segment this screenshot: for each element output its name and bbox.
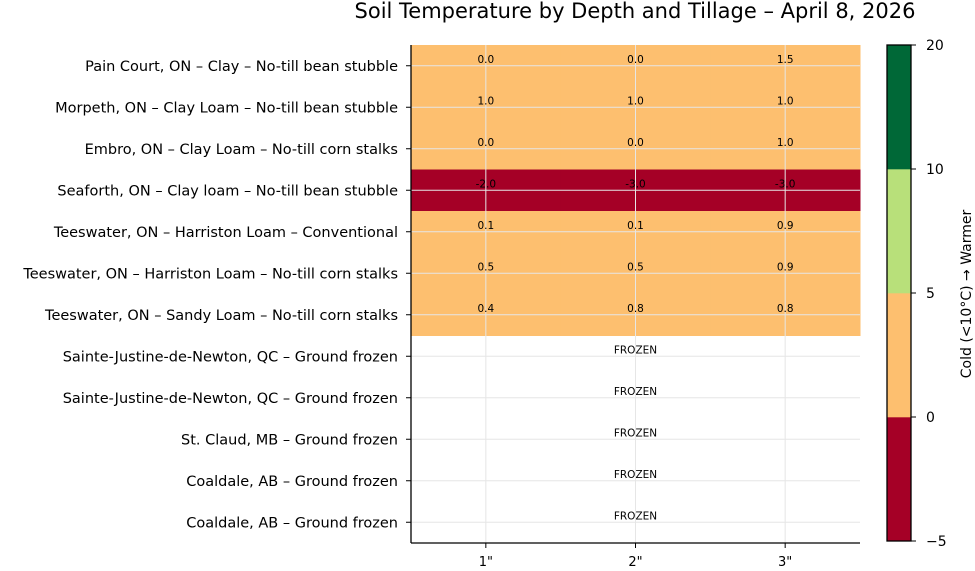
cell-value-label: 0.5 — [477, 261, 494, 273]
colorbar-segment — [887, 417, 911, 542]
frozen-label: FROZEN — [614, 510, 657, 522]
cell-value-label: 0.9 — [777, 261, 794, 273]
column-labels: 1" 2" 3" — [479, 555, 793, 570]
row-label: Sainte-Justine-de-Newton, QC – Ground fr… — [63, 391, 398, 407]
row-label: Coaldale, AB – Ground frozen — [186, 515, 398, 531]
column-label: 1" — [479, 555, 493, 570]
cell-value-label: 0.0 — [477, 137, 494, 149]
row-label: Teeswater, ON – Harriston Loam – No-till… — [22, 266, 398, 282]
row-label: Seaforth, ON – Clay loam – No-till bean … — [57, 183, 398, 199]
column-label: 3" — [778, 555, 792, 570]
row-label: Embro, ON – Clay Loam – No-till corn sta… — [85, 142, 398, 158]
cell-value-label: 0.0 — [627, 54, 644, 66]
colorbar-segment — [887, 169, 911, 294]
cell-value-label: 0.0 — [627, 137, 644, 149]
cell-value-label: -2.0 — [476, 178, 497, 190]
chart-title: Soil Temperature by Depth and Tillage – … — [355, 0, 916, 23]
row-label: St. Claud, MB – Ground frozen — [181, 432, 398, 448]
frozen-label: FROZEN — [614, 386, 657, 398]
grid-lines — [411, 45, 860, 543]
colorbar-tick-label: −5 — [926, 534, 947, 550]
row-label: Sainte-Justine-de-Newton, QC – Ground fr… — [63, 349, 398, 365]
colorbar-segment — [887, 293, 911, 418]
cell-values: 0.0 0.0 1.5 1.0 1.0 1.0 0.0 0.0 1.0 -2.0 -3.0 -3.0 0… — [476, 54, 796, 523]
cell-value-label: 0.8 — [777, 303, 794, 315]
row-label: Teeswater, ON – Harriston Loam – Convent… — [53, 225, 398, 241]
row-labels: Pain Court, ON – Clay – No-till bean stu… — [22, 59, 398, 532]
colorbar-tick-label: 10 — [926, 162, 944, 178]
frozen-label: FROZEN — [614, 469, 657, 481]
row-label: Coaldale, AB – Ground frozen — [186, 474, 398, 490]
column-label: 2" — [628, 555, 642, 570]
colorbar-segment — [887, 45, 911, 170]
cell-value-label: 1.0 — [777, 95, 794, 107]
cell-value-label: -3.0 — [625, 178, 646, 190]
colorbar-tick-label: 20 — [926, 38, 944, 54]
cell-value-label: -3.0 — [775, 178, 796, 190]
row-label: Pain Court, ON – Clay – No-till bean stu… — [85, 59, 398, 75]
colorbar-label: Cold (<10°C) → Warmer — [959, 210, 975, 379]
cell-value-label: 1.5 — [777, 54, 794, 66]
cell-value-label: 0.9 — [777, 220, 794, 232]
colorbar: −5 0 5 10 20 — [886, 38, 947, 550]
frozen-label: FROZEN — [614, 344, 657, 356]
cell-value-label: 0.1 — [477, 220, 494, 232]
row-label: Morpeth, ON – Clay Loam – No-till bean s… — [55, 100, 398, 116]
cell-value-label: 1.0 — [627, 95, 644, 107]
colorbar-tick-label: 0 — [926, 410, 935, 426]
cell-value-label: 0.8 — [627, 303, 644, 315]
cell-value-label: 1.0 — [477, 95, 494, 107]
cell-value-label: 0.5 — [627, 261, 644, 273]
cell-value-label: 0.4 — [477, 303, 494, 315]
cell-value-label: 0.1 — [627, 220, 644, 232]
axes — [406, 45, 860, 548]
frozen-label: FROZEN — [614, 427, 657, 439]
row-label: Teeswater, ON – Sandy Loam – No-till cor… — [44, 308, 398, 324]
cell-value-label: 1.0 — [777, 137, 794, 149]
cell-value-label: 0.0 — [477, 54, 494, 66]
colorbar-tick-label: 5 — [926, 286, 935, 302]
